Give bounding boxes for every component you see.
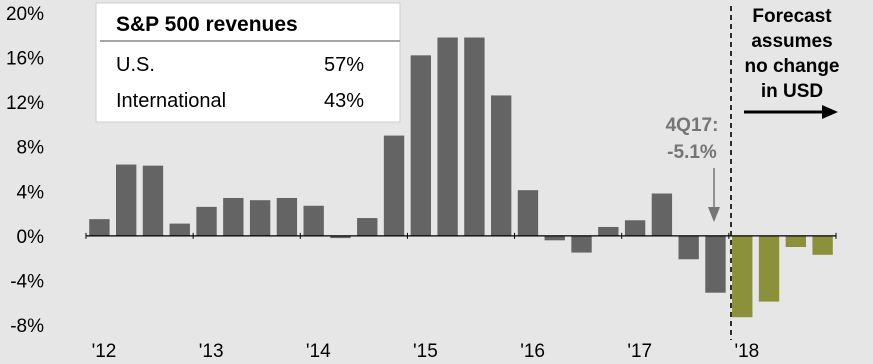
callout-arrow-head <box>708 207 720 222</box>
bars-group <box>89 37 833 318</box>
actual-bar <box>517 190 539 236</box>
actual-bar <box>249 200 271 236</box>
forecast-note-line-3: no change <box>744 56 839 77</box>
x-tick-label: '13 <box>199 341 224 362</box>
actual-bar <box>383 135 405 236</box>
actual-bar <box>571 235 592 253</box>
x-tick-label: '15 <box>413 341 438 362</box>
inset-row-intl-label: International <box>116 90 226 112</box>
y-tick-label: 12% <box>6 93 44 114</box>
actual-bar <box>437 37 458 236</box>
forecast-bar <box>785 235 806 247</box>
actual-bar <box>410 55 431 236</box>
x-tick-label: '16 <box>520 341 545 362</box>
forecast-bar <box>758 235 780 302</box>
y-tick-label: -8% <box>10 316 44 337</box>
forecast-bar <box>732 235 753 318</box>
forecast-arrow-head <box>822 105 838 119</box>
inset-box: S&P 500 revenues U.S. 57% International … <box>95 2 401 123</box>
callout-line-1: 4Q17: <box>666 115 719 136</box>
x-tick-label: '17 <box>627 341 652 362</box>
callout-4q17: 4Q17: -5.1% <box>666 115 720 222</box>
callout-line-2: -5.1% <box>667 142 717 163</box>
x-tick-label: '12 <box>92 341 117 362</box>
actual-bar <box>705 235 726 293</box>
y-tick-label: 0% <box>17 227 45 248</box>
actual-bar <box>169 223 190 236</box>
actual-bar <box>142 165 164 236</box>
forecast-note-line-4: in USD <box>761 81 823 102</box>
x-tick-label: '14 <box>306 341 331 362</box>
inset-row-us-value: 57% <box>324 54 364 76</box>
actual-bar <box>330 235 351 239</box>
actual-bar <box>491 95 512 236</box>
inset-title: S&P 500 revenues <box>116 13 298 36</box>
actual-bar <box>624 220 646 236</box>
y-tick-label: 4% <box>17 182 45 203</box>
actual-bar <box>303 205 324 236</box>
inset-row-intl-value: 43% <box>324 90 364 112</box>
forecast-note: Forecast assumes no change in USD <box>744 6 840 119</box>
forecast-bar <box>812 235 833 255</box>
y-tick-label: 20% <box>6 4 44 25</box>
forecast-note-line-1: Forecast <box>752 6 832 27</box>
forecast-note-line-2: assumes <box>751 31 832 52</box>
actual-bar <box>276 197 298 236</box>
actual-bar <box>89 219 110 236</box>
y-tick-label: 16% <box>6 49 44 70</box>
actual-bar <box>651 193 673 236</box>
actual-bar <box>116 164 137 236</box>
actual-bar <box>357 218 378 236</box>
x-tick-label: '18 <box>734 341 759 362</box>
x-axis-ticks <box>85 232 837 239</box>
actual-bar <box>678 235 699 260</box>
actual-bar <box>196 206 217 236</box>
y-axis-labels: 20% 16% 12% 8% 4% 0% -4% -8% <box>6 4 44 337</box>
actual-bar <box>464 37 485 236</box>
x-axis-labels: '12 '13 '14 '15 '16 '17 '18 <box>92 341 760 362</box>
y-tick-label: 8% <box>17 138 45 159</box>
inset-row-us-label: U.S. <box>116 54 155 76</box>
actual-bar <box>544 235 565 241</box>
y-tick-label: -4% <box>10 271 44 292</box>
actual-bar <box>223 197 244 236</box>
actual-bar <box>598 226 619 236</box>
